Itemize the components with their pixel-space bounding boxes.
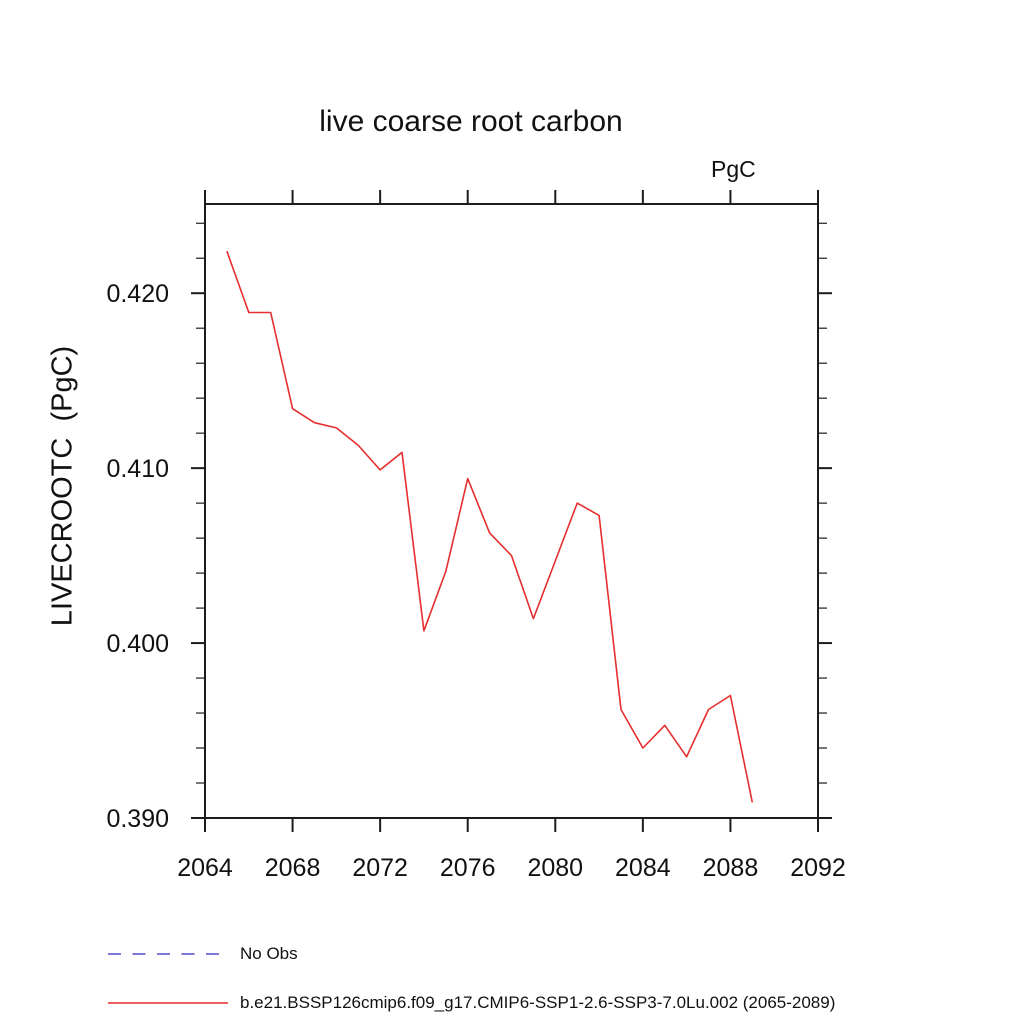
x-tick-label: 2092 — [790, 854, 846, 882]
x-tick-label: 2064 — [177, 854, 233, 882]
legend-label-case: b.e21.BSSP126cmip6.f09_g17.CMIP6-SSP1-2.… — [240, 993, 836, 1012]
y-tick-label: 0.390 — [106, 805, 169, 833]
x-tick-label: 2072 — [352, 854, 408, 882]
no-obs-dashed-line-sample — [108, 953, 228, 955]
x-tick-label: 2084 — [615, 854, 671, 882]
x-tick-label: 2088 — [703, 854, 759, 882]
x-tick-label: 2076 — [440, 854, 496, 882]
y-tick-label: 0.410 — [106, 455, 169, 483]
legend-label-no-obs: No Obs — [240, 944, 298, 963]
data-line-livecrootc — [226, 250, 754, 803]
x-tick-label: 2068 — [265, 854, 321, 882]
chart-title: live coarse root carbon — [319, 105, 623, 138]
case-solid-line-sample — [108, 1002, 228, 1004]
y-tick-label: 0.400 — [106, 630, 169, 658]
units-label: PgC — [711, 156, 756, 182]
y-tick-label: 0.420 — [106, 280, 169, 308]
x-tick-label: 2080 — [527, 854, 583, 882]
